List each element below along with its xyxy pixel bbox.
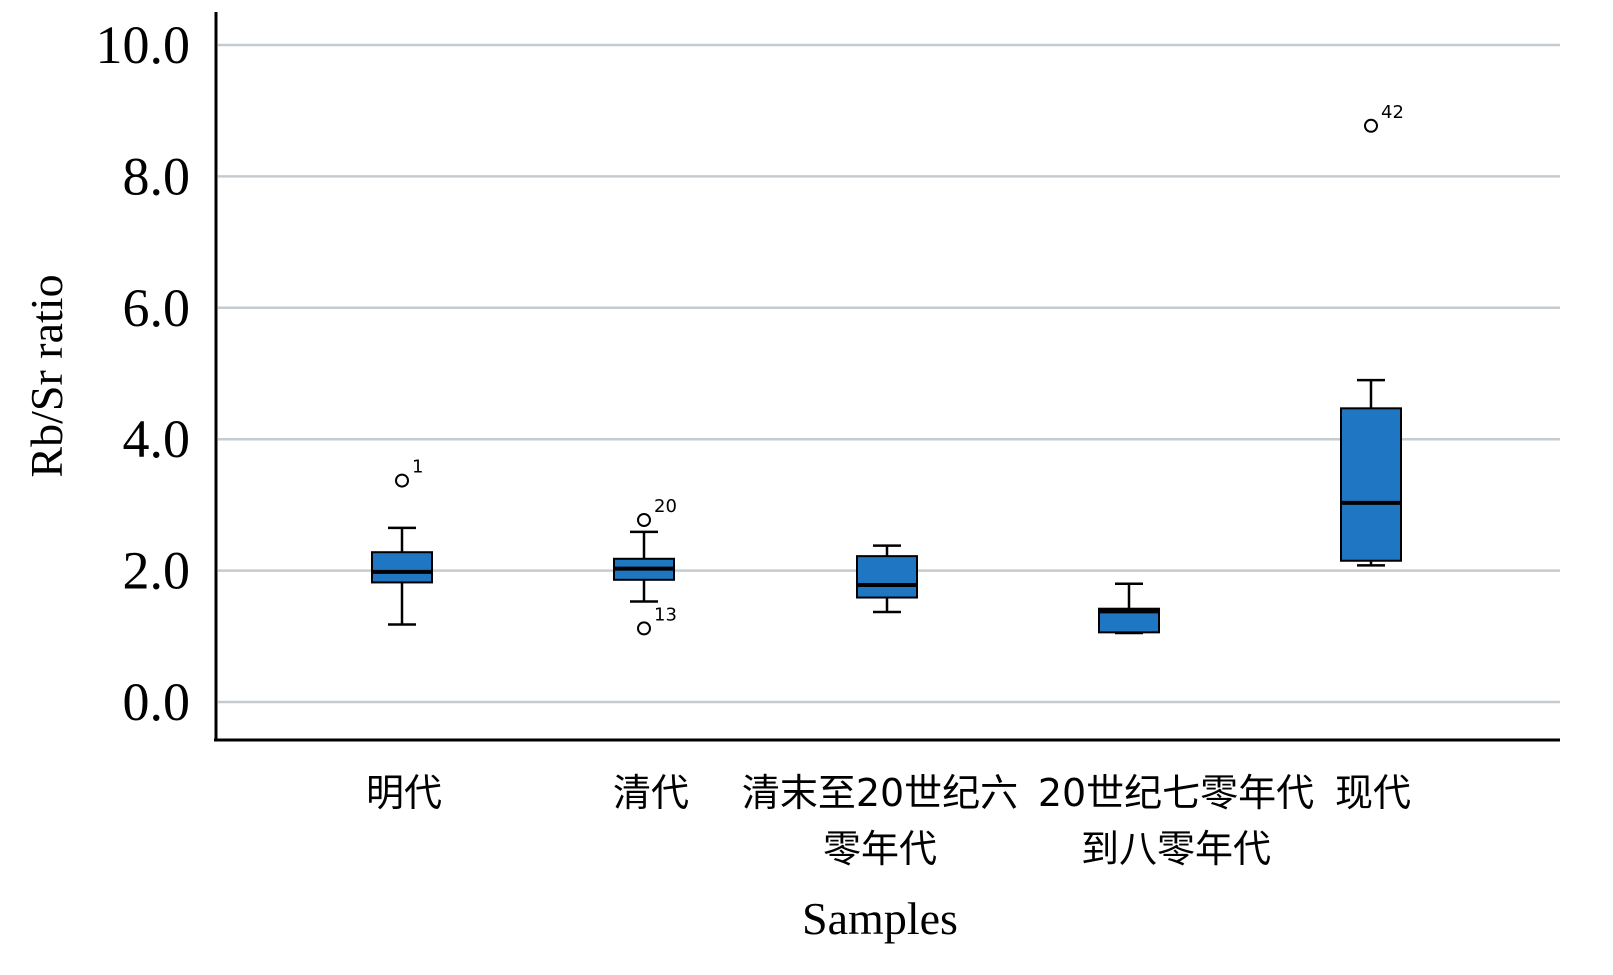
box-iqr	[1340, 407, 1402, 562]
category-label: 20世纪七零年代	[1038, 771, 1314, 815]
box-iqr	[1098, 607, 1160, 634]
y-tick-label: 8.0	[123, 146, 191, 206]
outlier-point	[637, 621, 651, 636]
outlier-label: 42	[1381, 102, 1404, 123]
category-label: 现代	[1335, 771, 1411, 815]
x-axis-title: Samples	[802, 893, 958, 944]
y-tick-label: 2.0	[123, 541, 191, 601]
outlier-label: 13	[654, 604, 677, 625]
y-tick-label: 0.0	[123, 672, 191, 732]
box-iqr	[856, 555, 918, 599]
category-label: 明代	[366, 771, 442, 815]
box-group: 42	[1340, 102, 1404, 567]
outlier-label: 20	[654, 496, 677, 517]
y-axis-title: Rb/Sr ratio	[21, 274, 72, 477]
box-group: 1	[371, 457, 433, 626]
y-tick-labels: 0.0 2.0 4.0 6.0 8.0 10.0	[96, 15, 191, 732]
outlier-point	[637, 513, 651, 528]
y-tick-label: 4.0	[123, 409, 191, 469]
category-label: 零年代	[823, 827, 937, 871]
outlier-label: 1	[412, 457, 423, 478]
y-tick-label: 10.0	[96, 15, 191, 75]
box-group	[856, 544, 918, 614]
box-group	[1098, 582, 1160, 635]
category-label: 清代	[613, 771, 689, 815]
y-tick-label: 6.0	[123, 278, 191, 338]
category-label: 到八零年代	[1081, 827, 1271, 871]
gridlines	[218, 43, 1560, 704]
category-label: 清末至20世纪六	[742, 771, 1018, 815]
outlier-point	[1364, 118, 1378, 133]
outlier-point	[395, 473, 409, 488]
box-iqr	[371, 551, 433, 584]
